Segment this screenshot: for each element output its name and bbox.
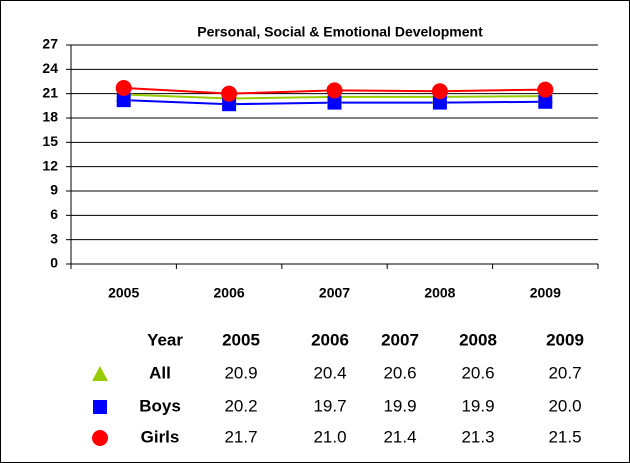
- data-point: [116, 93, 131, 108]
- table-value: 20.4: [313, 363, 346, 382]
- table-value: 20.9: [224, 363, 257, 382]
- y-tick-label: 18: [42, 109, 58, 125]
- table-year: 2006: [311, 330, 349, 349]
- y-tick-label: 27: [42, 36, 58, 52]
- data-point: [115, 79, 132, 96]
- table-value: 21.0: [313, 427, 346, 446]
- table-value: 20.7: [548, 363, 581, 382]
- legend-label: Girls: [141, 427, 180, 446]
- y-tick-label: 12: [42, 157, 58, 173]
- y-tick-label: 9: [50, 182, 58, 198]
- y-tick-label: 3: [50, 230, 58, 246]
- legend-marker: [92, 430, 108, 446]
- table-year: 2005: [222, 330, 260, 349]
- data-point: [326, 82, 343, 99]
- table-value: 19.9: [383, 396, 416, 415]
- table-value: 19.7: [313, 396, 346, 415]
- x-tick-label: 2005: [108, 285, 139, 301]
- y-tick-label: 24: [42, 60, 58, 76]
- x-tick-label: 2007: [319, 285, 350, 301]
- table-value: 21.4: [383, 427, 416, 446]
- table-value: 20.2: [224, 396, 257, 415]
- y-tick-label: 0: [50, 255, 58, 271]
- x-tick-label: 2009: [530, 285, 561, 301]
- data-point: [221, 85, 238, 102]
- table-year: 2008: [459, 330, 497, 349]
- table-year: 2007: [381, 330, 419, 349]
- data-point: [537, 81, 554, 98]
- table-year: 2009: [546, 330, 584, 349]
- x-tick-label: 2008: [424, 285, 455, 301]
- chart-title: Personal, Social & Emotional Development: [197, 24, 483, 40]
- data-point: [538, 94, 553, 109]
- data-point: [432, 95, 447, 110]
- table-value: 21.7: [224, 427, 257, 446]
- table-value: 20.6: [461, 363, 494, 382]
- data-point: [327, 95, 342, 110]
- y-tick-label: 6: [50, 206, 58, 222]
- table-value: 21.5: [548, 427, 581, 446]
- legend-label: Boys: [139, 396, 181, 415]
- table-value: 20.6: [383, 363, 416, 382]
- y-tick-label: 15: [42, 133, 58, 149]
- table-header: Year: [147, 330, 183, 349]
- data-point: [431, 83, 448, 100]
- x-tick-label: 2006: [214, 285, 245, 301]
- table-value: 19.9: [461, 396, 494, 415]
- legend-marker: [92, 366, 108, 381]
- table-value: 21.3: [461, 427, 494, 446]
- legend-label: All: [149, 363, 171, 382]
- table-value: 20.0: [548, 396, 581, 415]
- y-tick-label: 21: [42, 84, 58, 100]
- legend-marker: [93, 400, 107, 414]
